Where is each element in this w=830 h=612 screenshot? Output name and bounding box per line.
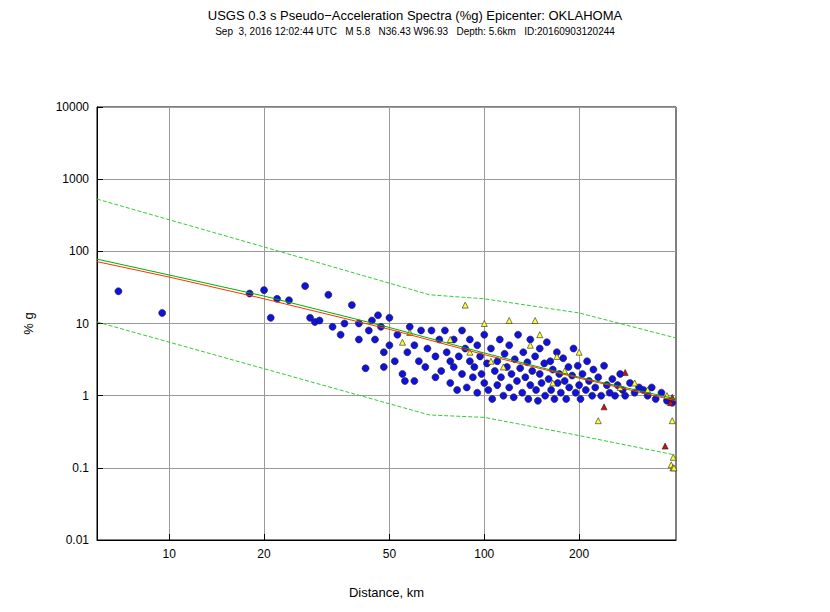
- svg-text:10000: 10000: [56, 100, 90, 114]
- svg-text:1: 1: [82, 389, 89, 403]
- svg-text:0.01: 0.01: [66, 533, 90, 547]
- svg-text:USGS 0.3 s Pseudo−Acceleration: USGS 0.3 s Pseudo−Acceleration Spectra (…: [208, 8, 623, 23]
- svg-text:Distance, km: Distance, km: [349, 585, 424, 600]
- svg-text:Sep 3, 2016 12:02:44 UTC M: Sep 3, 2016 12:02:44 UTC M 5.8 N36.43 W9…: [215, 26, 615, 37]
- svg-text:% g: % g: [21, 312, 36, 334]
- svg-text:1000: 1000: [62, 172, 89, 186]
- svg-text:0.1: 0.1: [72, 461, 89, 475]
- svg-text:10: 10: [163, 547, 177, 561]
- svg-text:50: 50: [383, 547, 397, 561]
- svg-text:100: 100: [69, 244, 89, 258]
- svg-text:200: 200: [569, 547, 589, 561]
- svg-text:100: 100: [474, 547, 494, 561]
- svg-text:20: 20: [257, 547, 271, 561]
- svg-text:10: 10: [76, 317, 90, 331]
